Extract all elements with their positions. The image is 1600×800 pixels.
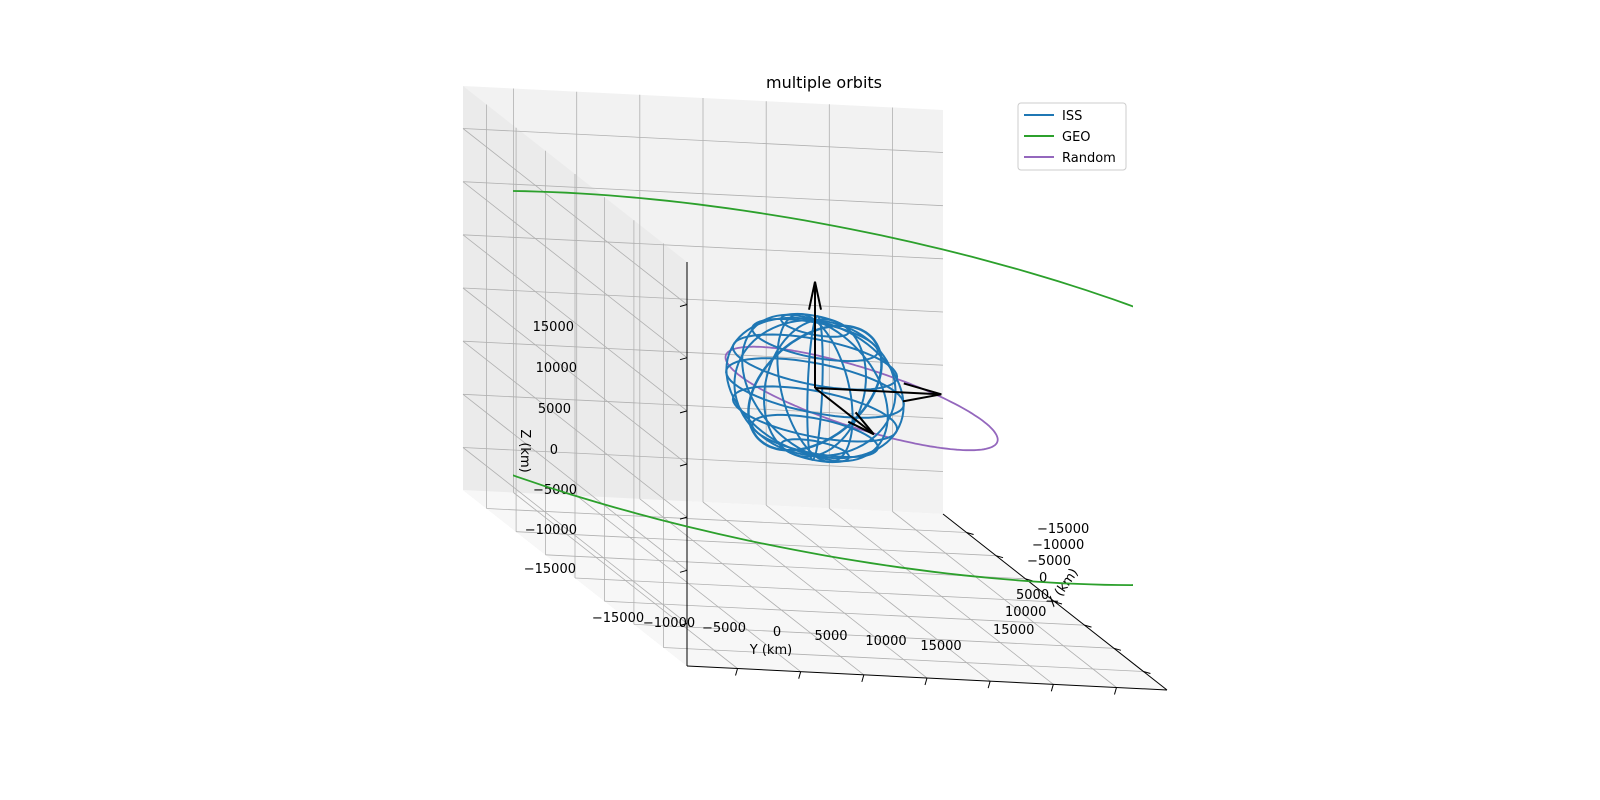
grid-line xyxy=(462,234,688,412)
z-axis-label: Z (km) xyxy=(517,429,532,472)
x-tick-label: 0 xyxy=(1039,571,1047,586)
grid-line xyxy=(462,234,944,260)
grid-line xyxy=(765,504,991,682)
y-tick-mark xyxy=(798,671,802,679)
z-tick-label: 10000 xyxy=(536,361,577,376)
grid-line xyxy=(829,507,1054,685)
earth-longitude-line xyxy=(725,316,816,457)
data-layer xyxy=(513,190,1133,587)
vector-y-shaft xyxy=(814,387,942,396)
grid-line xyxy=(462,128,688,305)
y-tick-label: −5000 xyxy=(702,621,746,636)
chart-title: multiple orbits xyxy=(766,73,882,92)
x-tick-label: 5000 xyxy=(1016,588,1049,603)
grid-line xyxy=(462,128,944,153)
grid-line xyxy=(633,623,1114,649)
y-tick-label: 15000 xyxy=(920,639,961,654)
y-tick-labels: −15000 −10000 −5000 0 5000 10000 15000 xyxy=(592,611,962,654)
x-tick-mark xyxy=(1113,647,1122,651)
x-tick-mark xyxy=(1054,601,1063,605)
x-tick-mark xyxy=(995,555,1004,559)
y-tick-mark xyxy=(861,674,865,682)
earth-longitude-line xyxy=(762,319,816,458)
x-tick-mark xyxy=(1084,624,1092,628)
z-tick-labels: −15000 −10000 −5000 0 5000 10000 15000 xyxy=(524,320,577,577)
x-tick-labels: −15000 −10000 −5000 0 5000 10000 15000 xyxy=(993,522,1089,638)
earth-longitude-line xyxy=(733,319,816,457)
z-tick-mark xyxy=(679,516,688,520)
legend-label-iss: ISS xyxy=(1062,109,1082,124)
y-tick-label: −15000 xyxy=(592,611,644,626)
y-tick-label: 5000 xyxy=(814,629,847,644)
vector-y-head xyxy=(902,382,942,403)
x-tick-mark xyxy=(1143,670,1151,674)
y-tick-mark xyxy=(735,668,739,676)
earth-longitude-line xyxy=(741,313,816,457)
grid-line xyxy=(604,600,1085,626)
y-tick-mark xyxy=(1050,684,1054,692)
series-random-line xyxy=(724,345,999,452)
x-tick-label: −5000 xyxy=(1027,554,1071,569)
grid-line xyxy=(462,287,688,465)
series-iss-line xyxy=(747,324,883,452)
series-geo-line xyxy=(513,190,1133,587)
x-tick-label: −10000 xyxy=(1032,538,1084,553)
grid-lines xyxy=(462,88,1144,688)
z-tick-mark xyxy=(679,463,688,467)
earth-wireframe xyxy=(725,312,905,464)
legend-frame xyxy=(1017,102,1127,171)
x-tick-mark xyxy=(966,532,974,536)
y-tick-label: 10000 xyxy=(865,634,906,649)
y-tick-mark xyxy=(924,677,928,686)
earth-longitude-line xyxy=(814,319,905,460)
earth-longitude-line xyxy=(806,319,816,461)
y-tick-label: −10000 xyxy=(643,616,695,631)
axis-lines xyxy=(679,262,1168,695)
z-tick-mark xyxy=(679,622,688,626)
legend-label-geo: GEO xyxy=(1062,130,1091,145)
z-tick-label: 0 xyxy=(550,443,558,458)
grid-line xyxy=(663,647,1144,672)
legend: ISS GEO Random xyxy=(1017,102,1127,171)
z-tick-label: −15000 xyxy=(524,562,576,577)
z-tick-mark xyxy=(679,357,688,361)
z-tick-label: 15000 xyxy=(533,320,574,335)
vector-x-shaft xyxy=(814,387,875,436)
vector-x-head xyxy=(847,411,875,436)
z-tick-mark xyxy=(679,569,688,573)
z-tick-label: −10000 xyxy=(525,523,577,538)
x-tick-label: −15000 xyxy=(1037,522,1089,537)
x-tick-label: 10000 xyxy=(1005,605,1046,620)
earth-longitude-line xyxy=(814,319,889,463)
earth-longitude-line xyxy=(814,315,824,457)
y-axis-label: Y (km) xyxy=(749,643,792,658)
y-tick-label: 0 xyxy=(773,625,781,640)
y-tick-mark xyxy=(1113,687,1117,695)
x-tick-label: 15000 xyxy=(993,623,1034,638)
earth-longitude-line xyxy=(814,318,868,457)
z-tick-mark xyxy=(679,410,688,414)
grid-line xyxy=(462,287,944,313)
z-tick-label: 5000 xyxy=(538,402,571,417)
grid-line xyxy=(892,511,1117,688)
legend-label-random: Random xyxy=(1062,151,1116,166)
vector-z-head xyxy=(808,281,822,310)
grid-line xyxy=(462,181,944,207)
grid-line xyxy=(462,181,688,359)
grid-line xyxy=(574,577,1056,603)
z-tick-mark xyxy=(679,304,688,308)
x-axis-label: X (km) xyxy=(1045,566,1082,610)
y-tick-mark xyxy=(987,681,991,689)
